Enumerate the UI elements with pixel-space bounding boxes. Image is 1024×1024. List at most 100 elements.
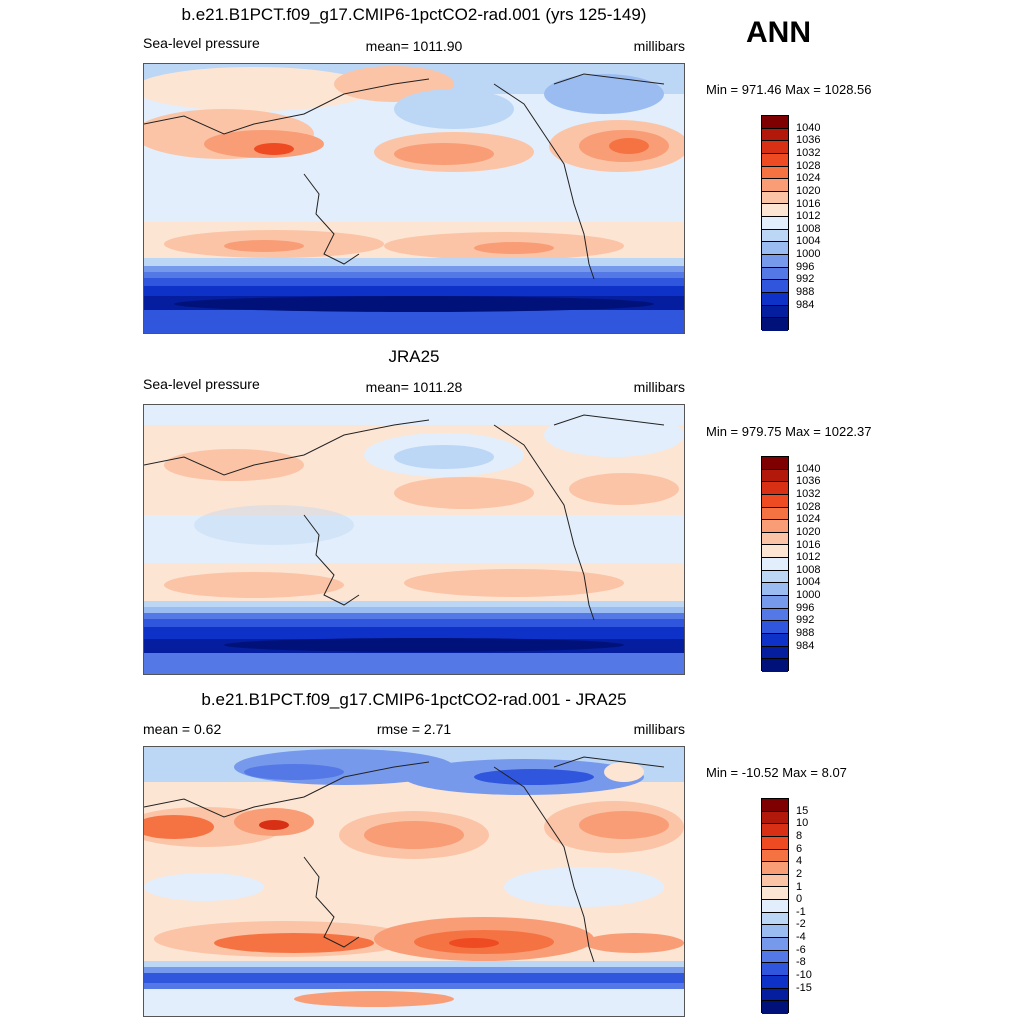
colorbar-label: 1028: [796, 159, 821, 172]
colorbar-swatch: [762, 583, 788, 597]
colorbar-label: 1016: [796, 197, 821, 210]
colorbar-swatch: [762, 849, 788, 863]
colorbar-swatch: [762, 128, 788, 142]
colorbar-swatch: [762, 975, 788, 989]
colorbar-label: 1004: [796, 235, 821, 248]
colorbar-swatch: [762, 887, 788, 901]
colorbar-swatch: [762, 532, 788, 546]
colorbar-swatch: [762, 507, 788, 521]
colorbar-label: 10: [796, 817, 809, 830]
colorbar-swatch: [762, 545, 788, 559]
panel-1-minmax: Min = 971.46 Max = 1028.56: [706, 82, 872, 97]
colorbar-label: 1020: [796, 525, 821, 538]
panel-2-units-label: millibars: [633, 379, 685, 395]
colorbar-swatch: [762, 963, 788, 976]
colorbar-swatch: [762, 1001, 788, 1014]
colorbar-label: 15: [796, 804, 809, 817]
colorbar-swatch: [762, 874, 788, 888]
panel-1-title: b.e21.B1PCT.f09_g17.CMIP6-1pctCO2-rad.00…: [181, 5, 647, 24]
colorbar-label: 992: [796, 614, 815, 627]
colorbar-swatch: [762, 836, 788, 850]
colorbar-label: 1012: [796, 551, 821, 564]
colorbar-swatch: [762, 912, 788, 926]
panel-3-colorbar: [761, 798, 789, 1014]
colorbar-label: 8: [796, 829, 803, 842]
colorbar-swatch: [762, 191, 788, 205]
colorbar-label: 992: [796, 273, 815, 286]
panel-3-map: [143, 746, 685, 1017]
panel-3-mean-label: mean = 0.62: [143, 721, 222, 737]
panel-2-variable-label: Sea-level pressure: [143, 376, 260, 392]
colorbar-label: 988: [796, 627, 815, 640]
colorbar-swatch: [762, 204, 788, 218]
panel-1-mean-label: mean= 1011.90: [365, 38, 463, 54]
colorbar-swatch: [762, 570, 788, 584]
colorbar-label: 1024: [796, 172, 821, 185]
colorbar-label: 996: [796, 260, 815, 273]
colorbar-label: 4: [796, 855, 803, 868]
colorbar-label: 1040: [796, 462, 821, 475]
colorbar-label: 1032: [796, 146, 821, 159]
colorbar-label: 1020: [796, 184, 821, 197]
colorbar-swatch: [762, 305, 788, 319]
colorbar-label: 1000: [796, 589, 821, 602]
colorbar-swatch: [762, 659, 788, 672]
panel-3-rmse-label: rmse = 2.71: [376, 721, 452, 737]
panel-2-colorbar: [761, 456, 789, 672]
season-label: ANN: [746, 16, 811, 49]
colorbar-swatch: [762, 799, 788, 812]
panel-1-colorbar: [761, 115, 789, 331]
colorbar-swatch: [762, 608, 788, 622]
colorbar-swatch: [762, 824, 788, 837]
colorbar-label: 1040: [796, 121, 821, 134]
colorbar-label: 1000: [796, 248, 821, 261]
panel-2-minmax: Min = 979.75 Max = 1022.37: [706, 424, 872, 439]
colorbar-label: -2: [796, 918, 806, 931]
colorbar-label: 996: [796, 601, 815, 614]
colorbar-swatch: [762, 217, 788, 230]
colorbar-swatch: [762, 633, 788, 647]
panel-3-units-label: millibars: [633, 721, 685, 737]
colorbar-swatch: [762, 292, 788, 306]
colorbar-label: 984: [796, 639, 815, 652]
colorbar-swatch: [762, 229, 788, 243]
colorbar-swatch: [762, 116, 788, 129]
colorbar-label: 2: [796, 867, 803, 880]
panel-2-map: [143, 404, 685, 675]
colorbar-label: -1: [796, 905, 806, 918]
colorbar-label: 1: [796, 880, 803, 893]
colorbar-label: 984: [796, 298, 815, 311]
panel-2-mean-label: mean= 1011.28: [365, 379, 463, 395]
colorbar-label: 0: [796, 893, 803, 906]
panel-1-map: [143, 63, 685, 334]
colorbar-label: 1036: [796, 134, 821, 147]
colorbar-swatch: [762, 988, 788, 1002]
colorbar-label: 1004: [796, 576, 821, 589]
colorbar-label: -8: [796, 956, 806, 969]
colorbar-swatch: [762, 811, 788, 825]
colorbar-swatch: [762, 242, 788, 256]
colorbar-label: 1008: [796, 222, 821, 235]
colorbar-label: -6: [796, 943, 806, 956]
colorbar-label: -10: [796, 969, 812, 982]
colorbar-label: 1032: [796, 487, 821, 500]
colorbar-label: 1012: [796, 210, 821, 223]
colorbar-swatch: [762, 950, 788, 964]
colorbar-swatch: [762, 179, 788, 192]
colorbar-swatch: [762, 494, 788, 508]
colorbar-swatch: [762, 469, 788, 483]
colorbar-swatch: [762, 646, 788, 660]
panel-1-units-label: millibars: [633, 38, 685, 54]
colorbar-label: 1036: [796, 475, 821, 488]
colorbar-label: 1028: [796, 500, 821, 513]
colorbar-swatch: [762, 318, 788, 331]
colorbar-swatch: [762, 862, 788, 875]
colorbar-swatch: [762, 621, 788, 634]
colorbar-label: 1016: [796, 538, 821, 551]
colorbar-swatch: [762, 482, 788, 495]
panel-1-variable-label: Sea-level pressure: [143, 35, 260, 51]
colorbar-swatch: [762, 938, 788, 951]
colorbar-label: 1008: [796, 563, 821, 576]
panel-2-title: JRA25: [388, 347, 440, 366]
colorbar-swatch: [762, 925, 788, 939]
